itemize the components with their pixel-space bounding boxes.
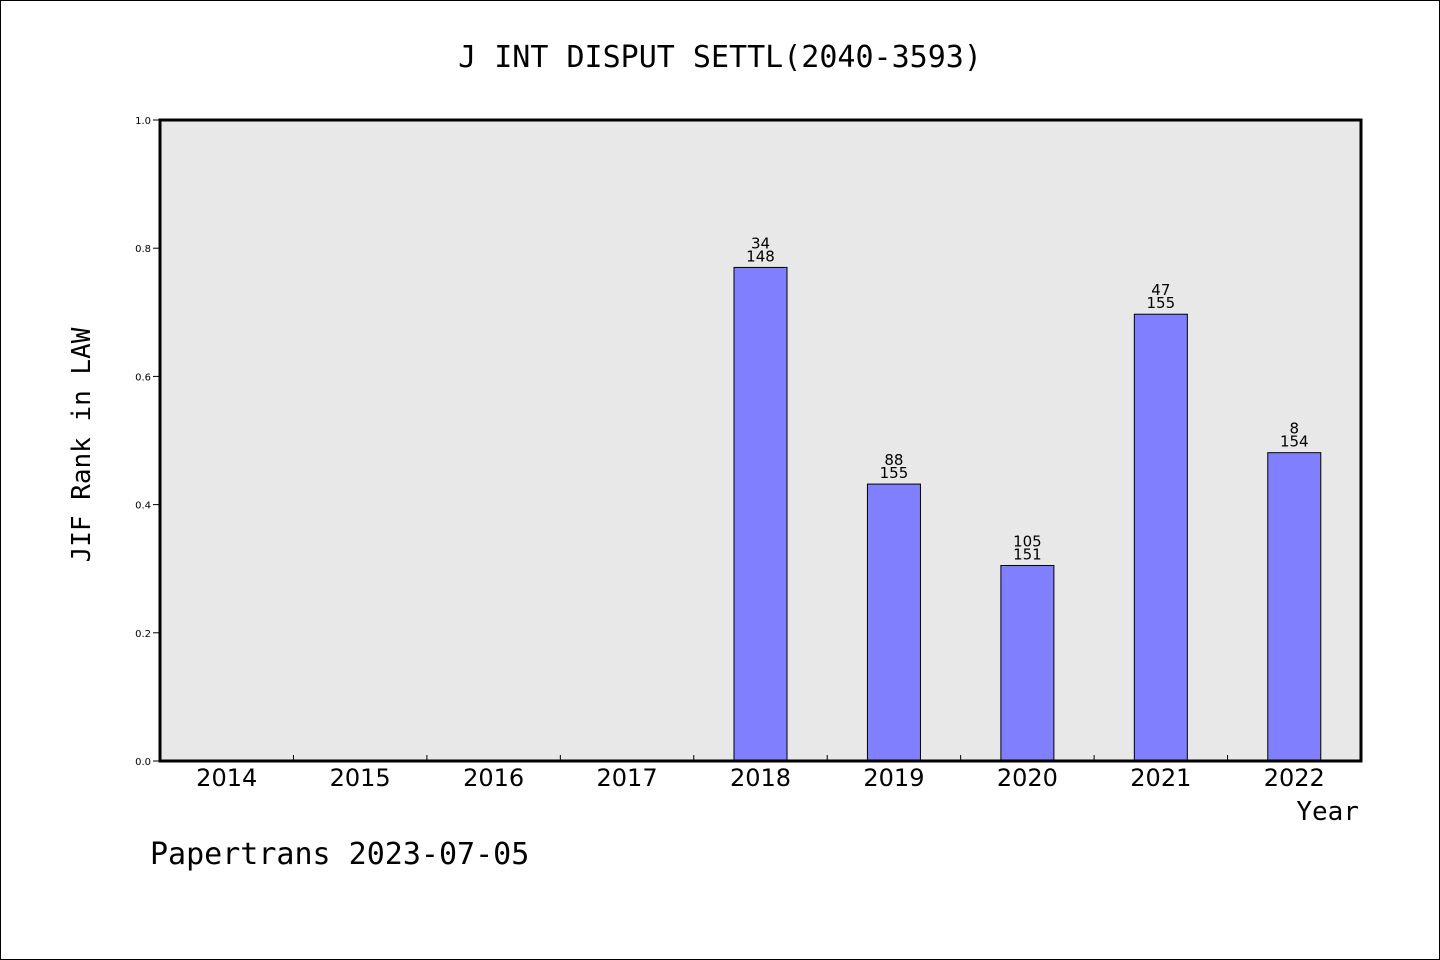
data-label-rank: 8 [1290,420,1300,438]
y-tick-label: 0.0 [135,757,151,768]
plot-border [158,118,1363,763]
data-label-total: 148 [746,247,775,265]
data-label-total: 151 [1013,545,1042,563]
x-tick-label: 2017 [597,764,658,792]
data-label-rank: 105 [1013,532,1042,550]
data-label-total: 154 [1280,433,1309,451]
y-tick-label: 0.8 [135,244,151,255]
x-tick-label: 2019 [863,764,924,792]
data-label-total: 155 [1147,294,1176,312]
y-axis: 0.0 0.2 0.4 0.6 0.8 1.0 [135,116,160,768]
bar-2020 [1000,564,1055,762]
data-label-rank: 88 [884,451,903,469]
y-tick-label: 0.4 [135,501,151,512]
bar-2022 [1267,452,1322,762]
bar-2021 [1133,313,1188,762]
x-tick-label: 2020 [997,764,1058,792]
x-tick-label: 2022 [1264,764,1325,792]
x-tick-label: 2021 [1130,764,1191,792]
x-tick-label: 2018 [730,764,791,792]
bar-2019 [866,483,921,762]
x-tick-label: 2016 [463,764,524,792]
bars-group [733,266,1322,762]
footer-credit: Papertrans 2023-07-05 [150,837,529,872]
x-tick-label: 2015 [330,764,391,792]
data-label-rank: 34 [751,234,770,252]
x-axis-label: Year [1296,797,1359,827]
data-label-total: 155 [880,464,909,482]
y-tick-label: 0.6 [135,372,151,383]
x-axis: 2014 2015 2016 2017 2018 2019 2020 2021 2022 [196,755,1325,792]
y-tick-label: 1.0 [135,116,151,127]
data-label-rank: 47 [1151,281,1170,299]
x-tick-label: 2014 [196,764,257,792]
y-axis-label: JIF Rank in LAW [67,327,97,562]
chart-title: J INT DISPUT SETTL(2040-3593) [458,40,982,75]
y-tick-label: 0.2 [135,629,151,640]
bar-2018 [733,266,788,762]
